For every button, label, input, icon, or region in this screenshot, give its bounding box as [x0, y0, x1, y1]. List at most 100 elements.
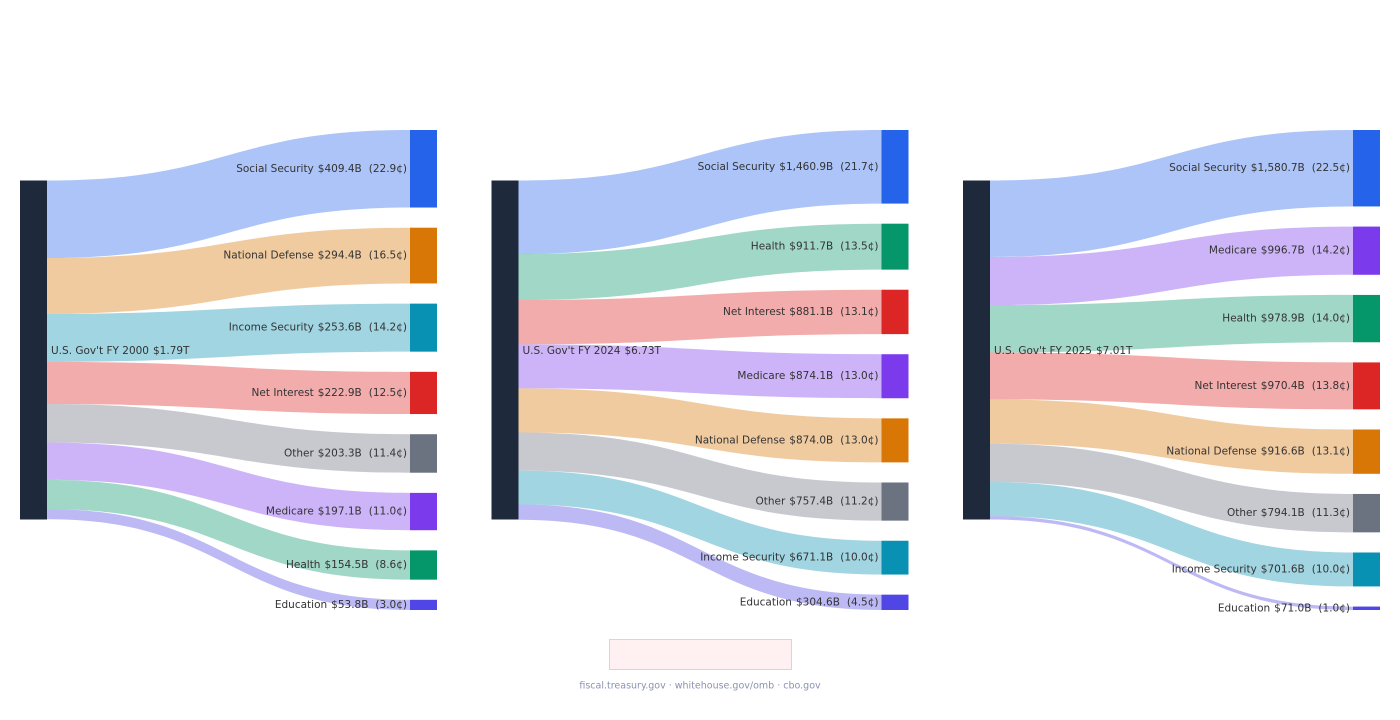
category-name: Net Interest: [252, 387, 314, 399]
value-label: $874.1B: [789, 370, 833, 382]
category-name: Medicare: [1209, 245, 1257, 257]
value-label: $701.6B: [1261, 563, 1305, 575]
share-label: (10.0¢): [840, 552, 878, 564]
value-label: $71.0B: [1274, 602, 1311, 614]
link: [47, 361, 410, 415]
link: [47, 404, 410, 473]
footer: fiscal.treasury.gov · whitehouse.gov/omb…: [579, 681, 821, 692]
target-label: Medicare $874.1B (13.0¢): [737, 370, 878, 382]
target-label: Net Interest $222.9B (12.5¢): [252, 387, 407, 399]
link: [47, 130, 410, 259]
category-name: National Defense: [1166, 446, 1256, 458]
target-label: Other $794.1B (11.3¢): [1227, 507, 1350, 519]
value-label: $881.1B: [789, 306, 833, 318]
target-node: [410, 130, 437, 208]
target-label: Health $911.7B (13.5¢): [751, 241, 879, 253]
target-node: [881, 540, 909, 575]
category-name: Medicare: [266, 506, 314, 518]
target-label: Medicare $996.7B (14.2¢): [1209, 245, 1350, 257]
target-node: [1353, 606, 1380, 610]
link: [47, 227, 410, 314]
link: [990, 443, 1353, 533]
link: [518, 432, 882, 521]
target-node: [410, 371, 437, 415]
link: [47, 479, 410, 580]
link: [518, 344, 882, 399]
category-name: Education: [1218, 602, 1270, 614]
category-name: Social Security: [698, 161, 776, 173]
category-name: Medicare: [737, 370, 785, 382]
category-name: Income Security: [700, 552, 785, 564]
target-label: Education $71.0B (1.0¢): [1218, 602, 1350, 614]
value-label: $203.3B: [318, 447, 362, 459]
target-label: Education $53.8B (3.0¢): [275, 599, 407, 611]
value-label: $970.4B: [1261, 380, 1305, 392]
value-label: $874.0B: [789, 434, 833, 446]
target-label: Medicare $197.1B (11.0¢): [266, 506, 407, 518]
link: [990, 294, 1353, 353]
category-name: Education: [740, 596, 792, 608]
link: [990, 130, 1353, 257]
value-label: $671.1B: [789, 552, 833, 564]
link: [518, 504, 882, 610]
category-name: Income Security: [229, 322, 314, 334]
source-name: U.S. Gov't FY 2025: [994, 345, 1092, 357]
link: [990, 516, 1353, 610]
target-label: National Defense $874.0B (13.0¢): [695, 434, 879, 446]
category-name: Other: [284, 447, 314, 459]
target-node: [1353, 429, 1380, 474]
total-label: $1.79T: [153, 345, 190, 357]
target-node: [410, 227, 437, 284]
source-node: [491, 180, 519, 520]
share-label: (22.5¢): [1312, 162, 1350, 174]
share-label: (4.5¢): [847, 596, 879, 608]
link: [47, 509, 410, 610]
value-label: $154.5B: [324, 559, 368, 571]
target-label: Social Security $409.4B (22.9¢): [236, 163, 407, 175]
target-node: [881, 418, 909, 463]
value-label: $304.6B: [796, 596, 840, 608]
target-node: [881, 130, 909, 204]
value-label: $53.8B: [331, 599, 368, 611]
target-label: Education $304.6B (4.5¢): [740, 596, 879, 608]
share-label: (3.0¢): [375, 599, 407, 611]
target-label: National Defense $294.4B (16.5¢): [223, 250, 407, 262]
share-label: (14.0¢): [1312, 313, 1350, 325]
target-label: National Defense $916.6B (13.1¢): [1166, 446, 1350, 458]
link: [47, 442, 410, 531]
category-name: Other: [1227, 507, 1257, 519]
target-node: [1353, 493, 1380, 533]
target-label: Social Security $1,460.9B (21.7¢): [698, 161, 879, 173]
share-label: (12.5¢): [369, 387, 407, 399]
value-label: $409.4B: [318, 163, 362, 175]
link: [518, 289, 882, 345]
link: [990, 482, 1353, 587]
value-label: $222.9B: [318, 387, 362, 399]
target-label: Net Interest $881.1B (13.1¢): [723, 306, 878, 318]
sankey: Social Security $1,580.7B (22.5¢) Medicare $…: [963, 130, 1380, 614]
target-node: [881, 223, 909, 270]
link: [518, 130, 882, 255]
category-name: Social Security: [1169, 162, 1247, 174]
category-name: Health: [751, 241, 785, 253]
value-label: $294.4B: [318, 250, 362, 262]
target-label: Health $978.9B (14.0¢): [1222, 313, 1350, 325]
target-node: [1353, 552, 1380, 587]
share-label: (14.2¢): [1312, 245, 1350, 257]
target-node: [881, 482, 909, 521]
share-label: (21.7¢): [840, 161, 878, 173]
link: [990, 352, 1353, 410]
target-node: [1353, 226, 1380, 275]
source-label: U.S. Gov't FY 2000 $1.79T: [51, 345, 190, 357]
category-name: Health: [286, 559, 320, 571]
link: [518, 223, 882, 301]
value-label: $794.1B: [1261, 507, 1305, 519]
share-label: (16.5¢): [369, 250, 407, 262]
target-label: Income Security $671.1B (10.0¢): [700, 552, 878, 564]
total-label: $7.01T: [1096, 345, 1133, 357]
target-label: Income Security $701.6B (10.0¢): [1172, 563, 1350, 575]
target-label: Net Interest $970.4B (13.8¢): [1195, 380, 1350, 392]
value-label: $253.6B: [318, 322, 362, 334]
target-node: [410, 492, 437, 531]
